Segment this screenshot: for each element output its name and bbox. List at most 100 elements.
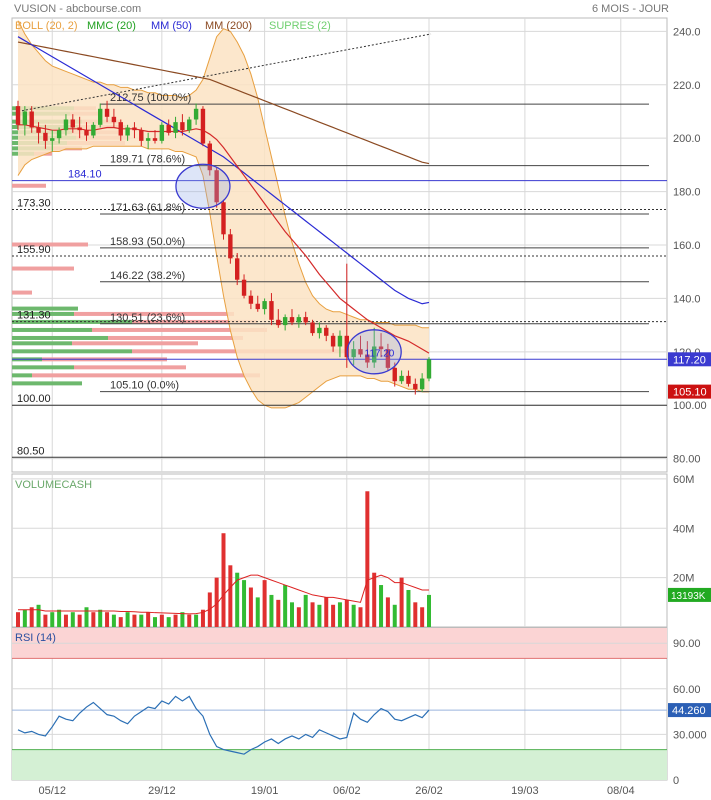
candle-body	[344, 335, 349, 358]
candle-body	[269, 301, 274, 320]
highlight-ellipse	[346, 329, 402, 375]
volume-bar	[317, 604, 322, 627]
candle-body	[221, 202, 226, 235]
volume-bar	[166, 617, 171, 627]
volume-profile-buy	[12, 349, 132, 354]
candle-body	[118, 122, 123, 136]
candle-body	[166, 124, 171, 133]
volume-bar	[111, 614, 116, 627]
volume-bar	[372, 572, 377, 627]
candle-body	[378, 346, 384, 350]
rsi-value-tag	[668, 703, 711, 718]
level-label: 100.00	[17, 393, 51, 405]
x-tick-label: 29/12	[148, 785, 176, 797]
candle-body	[187, 119, 192, 131]
volume-bar	[248, 587, 253, 627]
volume-bar	[427, 594, 431, 627]
volume-profile-sell	[12, 290, 32, 295]
volume-profile-sell	[108, 335, 243, 340]
volume-bar	[406, 589, 411, 627]
volume-bar	[262, 580, 267, 627]
candle-body	[337, 335, 343, 347]
volume-bar	[50, 612, 55, 627]
volume-bar	[132, 614, 137, 627]
price-panel: 240.0220.0200.0180.0160.0140.0120.0100.0…	[11, 17, 711, 473]
fibonacci-label: 171.63 (61.8%)	[110, 202, 185, 214]
candle-body	[22, 111, 28, 125]
fibonacci-label: 158.93 (50.0%)	[110, 236, 185, 248]
candle-body	[282, 317, 288, 326]
candle-body	[43, 132, 48, 141]
level-label: 80.50	[17, 445, 45, 457]
volume-bar	[57, 609, 62, 627]
volume-profile-buy	[12, 341, 72, 346]
candle-body	[200, 108, 206, 144]
candle-body	[125, 127, 130, 136]
volume-bar	[214, 577, 219, 627]
rsi-line	[17, 695, 430, 755]
y-tick-label: 140.0	[673, 293, 701, 305]
candle-body	[173, 122, 178, 133]
volume-bar	[385, 597, 390, 627]
volume-average-line	[18, 574, 429, 615]
candle-body	[324, 327, 329, 336]
fibonacci-label: 189.71 (78.6%)	[110, 154, 185, 166]
fibonacci-label: 212.75 (100.0%)	[110, 92, 191, 104]
volume-bar	[70, 612, 75, 627]
candle-body	[303, 317, 308, 323]
candle-body	[70, 119, 75, 128]
bollinger-upper	[17, 20, 429, 329]
y-tick-label: 240.0	[673, 26, 701, 38]
fibonacci-label: 105.10 (0.0%)	[110, 380, 179, 392]
candle-body	[241, 279, 247, 296]
volume-bar	[310, 602, 315, 627]
volume-profile-sell	[74, 311, 234, 316]
candle-body	[372, 346, 377, 363]
inline-level-label: 117.20	[365, 348, 395, 359]
legend-entry: SUPRES (2)	[269, 20, 331, 32]
candle-body	[426, 359, 432, 379]
candle-body	[228, 234, 233, 259]
candle-body	[296, 317, 302, 323]
volume-bar	[194, 614, 199, 627]
volume-bar	[351, 604, 356, 627]
level-label: 173.30	[17, 197, 51, 209]
x-tick-label: 05/12	[38, 785, 66, 797]
volume-panel: 60M 40M 20M VOLUMECASH 13193K	[11, 473, 711, 628]
volume-bar	[91, 612, 96, 627]
volume-bar	[228, 565, 233, 627]
legend-entry: MMC (20)	[87, 20, 136, 32]
volume-bar	[399, 577, 404, 627]
volume-bar	[392, 604, 397, 627]
fibonacci-label: 130.51 (23.6%)	[110, 312, 185, 324]
candle-body	[50, 138, 55, 141]
volume-bar	[303, 594, 308, 627]
y-tick-label: 80.00	[673, 454, 701, 466]
volume-bar	[283, 585, 288, 627]
volume-bar	[105, 612, 110, 627]
candle-body	[358, 349, 363, 355]
volume-bar	[221, 533, 226, 627]
y-tick-label: 100.00	[673, 400, 707, 412]
x-axis: 05/12 29/12 19/01 06/02 26/02 19/03 08/04	[38, 785, 634, 797]
volume-bar	[153, 617, 157, 627]
candle-body	[385, 349, 391, 368]
volume-bar	[187, 614, 192, 627]
candle-body	[77, 127, 82, 131]
bollinger-lower	[17, 145, 429, 409]
chart-title: VUSION - abcbourse.com	[14, 3, 142, 15]
candle-body	[132, 127, 137, 131]
volume-bar	[63, 614, 68, 627]
y-tick-label: 30.000	[673, 729, 707, 741]
volume-profile-sell	[32, 373, 260, 378]
y-tick-label: 160.0	[673, 240, 701, 252]
x-tick-label: 08/04	[607, 785, 635, 797]
low-price-tag	[668, 384, 711, 399]
candle-body	[36, 127, 41, 133]
candle-body	[152, 138, 158, 141]
volume-profile-sell	[12, 183, 46, 188]
legend-entry: MM (50)	[151, 20, 192, 32]
volume-bar	[276, 599, 281, 627]
volume-bar	[255, 597, 260, 627]
y-tick-label: 90.00	[673, 638, 701, 650]
